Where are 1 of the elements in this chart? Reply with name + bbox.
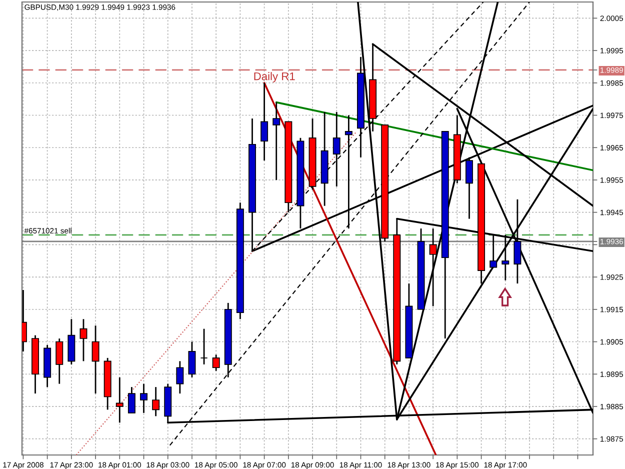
annotation: Daily R1 <box>254 72 295 82</box>
